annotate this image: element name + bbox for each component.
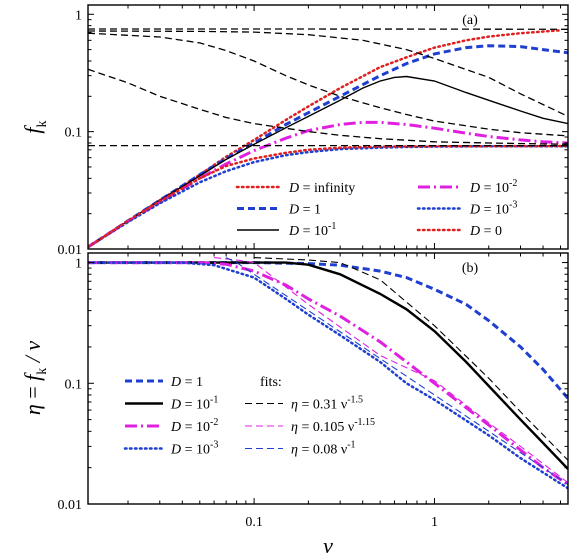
legend-label: D = 10-3 — [469, 200, 517, 218]
y-axis-label-b: η = fk / ν — [20, 341, 50, 416]
legend-label: η = 0.105 ν-1.15 — [291, 417, 375, 435]
series-line-1 — [88, 261, 568, 470]
legend-label: D = 1 — [170, 375, 203, 390]
series-line-0 — [88, 29, 562, 249]
series-line-7 — [88, 30, 568, 117]
series-line-5 — [88, 144, 568, 249]
legend: D = infinity D = 10-2 D = 1 D = 10-3 D = 10-… — [235, 178, 517, 239]
x-tick-label: 0.1 — [245, 515, 263, 530]
legend-label: D = 1 — [288, 203, 321, 218]
ticks — [88, 253, 568, 505]
series-line-3 — [88, 120, 568, 249]
legend-label: η = 0.08 ν-1 — [291, 440, 356, 458]
ticks — [88, 5, 568, 250]
series-line-1 — [88, 44, 568, 249]
plot-frame — [87, 252, 569, 505]
legend-label: D = 10-1 — [170, 395, 218, 413]
legend-label: D = 10-2 — [469, 178, 517, 196]
panel-b: 0.01 0.1 1 0.1 1 (b) fits: D = 1 D = 10-1 D = 10-… — [58, 252, 569, 530]
y-axis-label-a: fk — [20, 120, 50, 133]
axis-labels: fk η = fk / ν ν — [20, 120, 333, 558]
series-line-9 — [88, 68, 568, 145]
plot-frame — [87, 4, 569, 250]
series-line-2 — [88, 75, 568, 248]
x-tick-label: 1 — [431, 515, 438, 530]
series-line-0 — [88, 261, 568, 400]
series-group — [88, 257, 568, 490]
series-group — [88, 28, 568, 249]
series-line-6 — [225, 257, 568, 485]
y-tick-label: 0.1 — [65, 126, 83, 141]
legend-label: D = infinity — [288, 181, 355, 196]
y-tick-label: 0.01 — [58, 243, 83, 258]
series-line-8 — [88, 32, 568, 137]
fits-label: fits: — [260, 375, 282, 390]
legend-label: η = 0.31 ν-1.5 — [291, 395, 363, 413]
legend: fits: D = 1 D = 10-1 D = 10-2 D = 10-3 η = 0.… — [123, 375, 375, 458]
panel-tag: (b) — [462, 261, 479, 276]
series-line-3 — [88, 261, 568, 490]
x-axis-label: ν — [323, 533, 333, 558]
legend-label: D = 10-2 — [170, 417, 218, 435]
panel-tag: (a) — [462, 13, 478, 28]
y-tick-label: 1 — [75, 257, 82, 272]
y-tick-label: 0.01 — [58, 498, 83, 513]
y-tick-label: 0.1 — [65, 377, 83, 392]
legend-label: D = 0 — [469, 224, 502, 239]
series-line-5 — [214, 257, 568, 484]
legend-label: D = 10-1 — [288, 221, 336, 239]
series-line-2 — [88, 261, 568, 486]
y-tick-label: 1 — [75, 8, 82, 23]
legend-label: D = 10-3 — [170, 440, 218, 458]
